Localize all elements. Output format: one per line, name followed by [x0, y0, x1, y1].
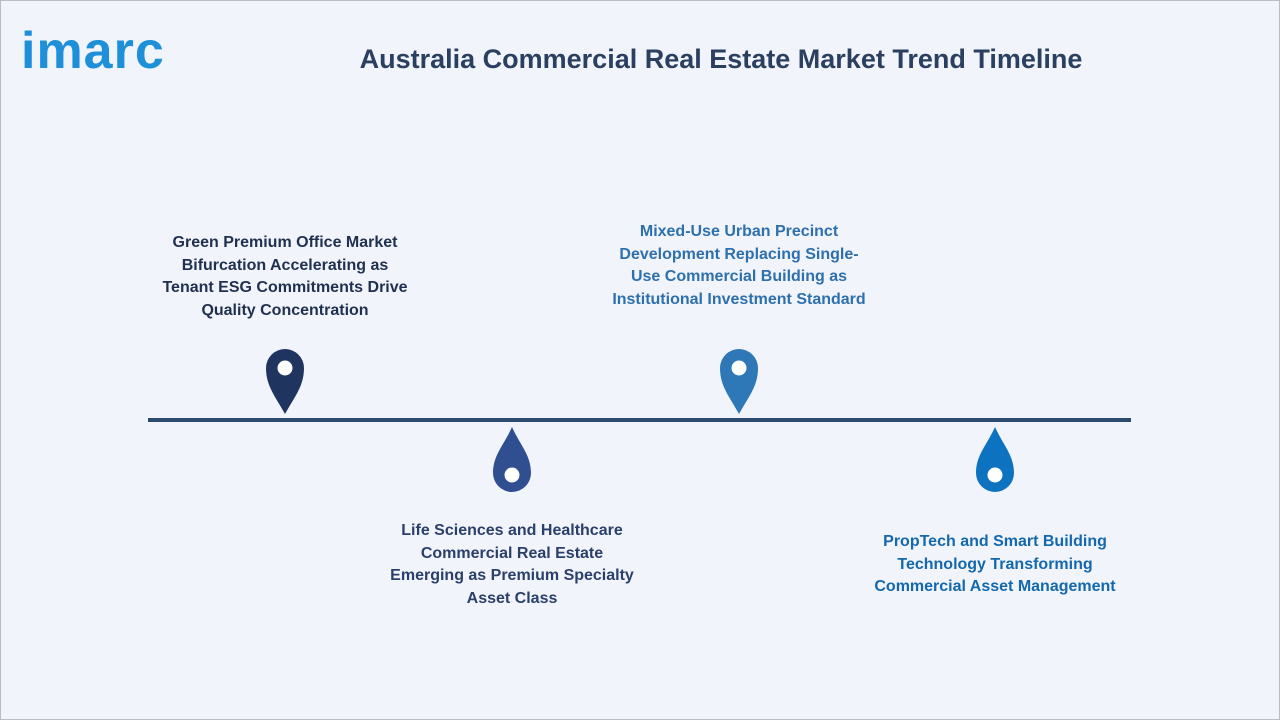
timeline-label: Mixed-Use Urban Precinct Development Rep… — [612, 223, 866, 308]
timeline-label: Life Sciences and Healthcare Commercial … — [390, 522, 634, 607]
timeline-label: PropTech and Smart Building Technology T… — [874, 533, 1116, 596]
logo: imarc — [21, 22, 165, 80]
title: Australia Commercial Real Estate Market … — [359, 44, 1083, 74]
pin — [493, 427, 531, 492]
pin — [976, 427, 1014, 492]
timeline-label: Green Premium Office Market Bifurcation … — [162, 234, 408, 319]
pin — [266, 349, 304, 414]
pin — [720, 349, 758, 414]
